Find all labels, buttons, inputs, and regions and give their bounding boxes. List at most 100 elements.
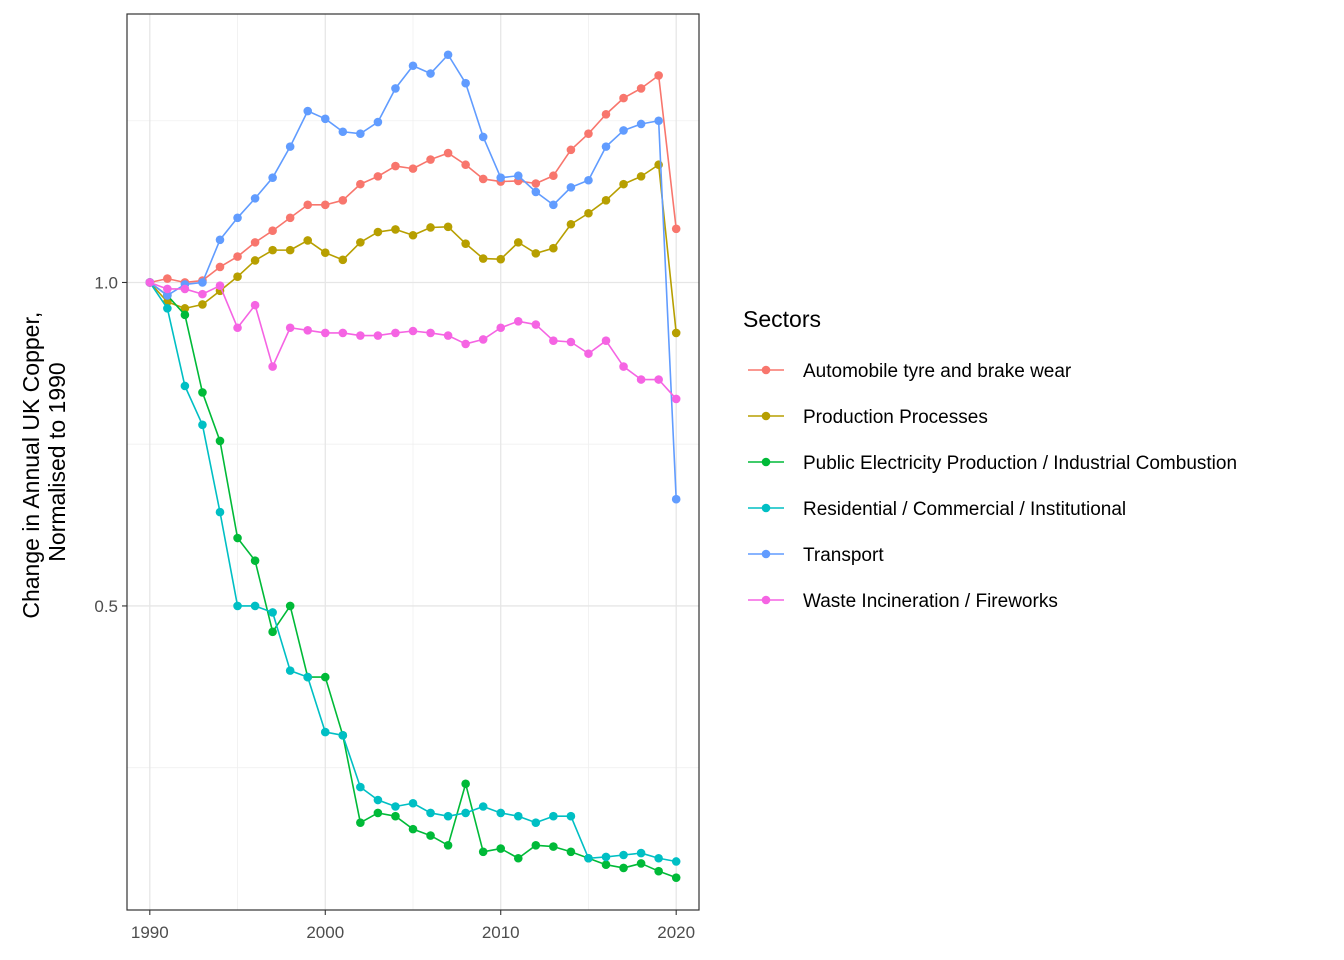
data-point <box>268 608 277 617</box>
data-point <box>619 93 628 103</box>
legend-item: Waste Incineration / Fireworks <box>748 591 1058 612</box>
data-point <box>549 811 558 821</box>
data-point <box>250 194 260 203</box>
data-point <box>513 811 523 821</box>
data-point <box>513 316 523 326</box>
data-point <box>461 339 470 349</box>
data-point <box>566 337 576 347</box>
data-point <box>619 179 628 189</box>
data-point <box>443 811 453 821</box>
data-point <box>619 863 628 873</box>
data-point <box>391 225 400 234</box>
data-point <box>426 328 435 338</box>
y-tick-label: 0.5 <box>94 597 118 616</box>
data-point <box>408 824 418 834</box>
data-point <box>373 117 383 127</box>
data-point <box>654 375 663 384</box>
legend-key-point <box>761 595 771 605</box>
data-point <box>233 323 242 333</box>
data-point <box>285 245 295 255</box>
data-point <box>654 71 663 80</box>
x-tick-label: 1990 <box>131 923 169 942</box>
data-point <box>198 420 207 430</box>
plot-panel-border <box>126 13 700 911</box>
data-point <box>268 173 277 182</box>
data-point <box>198 300 207 309</box>
data-point <box>584 349 593 358</box>
data-point <box>513 238 523 247</box>
data-point <box>391 161 400 171</box>
data-point <box>426 831 435 840</box>
series-layer <box>145 50 681 882</box>
data-point <box>478 847 488 857</box>
data-point <box>163 274 172 283</box>
data-point <box>531 249 541 258</box>
data-point <box>531 818 541 827</box>
data-point <box>180 284 190 294</box>
legend-key-point <box>761 411 771 421</box>
data-point <box>233 213 242 223</box>
data-point <box>671 873 681 882</box>
data-point <box>549 171 558 181</box>
data-point <box>250 300 260 310</box>
legend-item: Residential / Commercial / Institutional <box>748 499 1126 520</box>
data-point <box>250 256 260 265</box>
y-axis-ticks: 0.5 1.0 <box>94 273 127 616</box>
data-point <box>443 50 453 60</box>
data-point <box>163 284 172 294</box>
data-point <box>285 601 295 611</box>
minor-gridlines <box>127 14 699 910</box>
legend-label: Transport <box>803 545 884 566</box>
data-point <box>584 175 593 185</box>
data-point <box>461 78 470 88</box>
data-point <box>338 127 348 137</box>
data-point <box>549 200 558 210</box>
data-point <box>250 238 260 247</box>
data-point <box>513 171 523 181</box>
legend-label: Waste Incineration / Fireworks <box>803 591 1058 612</box>
data-point <box>636 119 646 129</box>
legend-title: Sectors <box>743 306 821 332</box>
data-point <box>443 148 453 158</box>
data-point <box>320 248 330 258</box>
data-point <box>408 326 418 336</box>
data-point <box>285 213 295 223</box>
data-point <box>601 142 611 151</box>
data-point <box>601 109 611 119</box>
data-point <box>180 304 190 313</box>
data-point <box>233 601 242 611</box>
data-point <box>461 160 470 170</box>
data-point <box>566 219 576 229</box>
legend-key-point <box>761 549 771 559</box>
y-tick-label: 1.0 <box>94 273 118 292</box>
legend-item: Transport <box>748 545 884 566</box>
data-point <box>478 802 488 811</box>
data-point <box>285 666 295 675</box>
data-point <box>566 183 576 192</box>
data-point <box>601 336 611 346</box>
data-point <box>356 331 365 340</box>
data-point <box>654 866 663 876</box>
data-point <box>531 187 541 197</box>
data-point <box>285 142 295 151</box>
x-tick-label: 2020 <box>657 923 695 942</box>
data-point <box>549 336 558 346</box>
data-point <box>320 672 330 682</box>
data-point <box>549 842 558 851</box>
data-point <box>654 116 663 126</box>
data-point <box>198 289 207 299</box>
data-point <box>303 672 313 682</box>
data-point <box>584 853 593 863</box>
data-point <box>233 272 242 281</box>
data-point <box>636 84 646 93</box>
legend-item: Production Processes <box>748 407 988 428</box>
data-point <box>373 808 383 818</box>
legend-item: Public Electricity Production / Industri… <box>748 453 1237 474</box>
data-point <box>356 179 365 189</box>
data-point <box>478 174 488 184</box>
legend-key-point <box>761 365 771 375</box>
data-point <box>145 278 155 287</box>
data-point <box>268 362 277 371</box>
data-point <box>163 304 172 313</box>
data-point <box>461 779 470 789</box>
